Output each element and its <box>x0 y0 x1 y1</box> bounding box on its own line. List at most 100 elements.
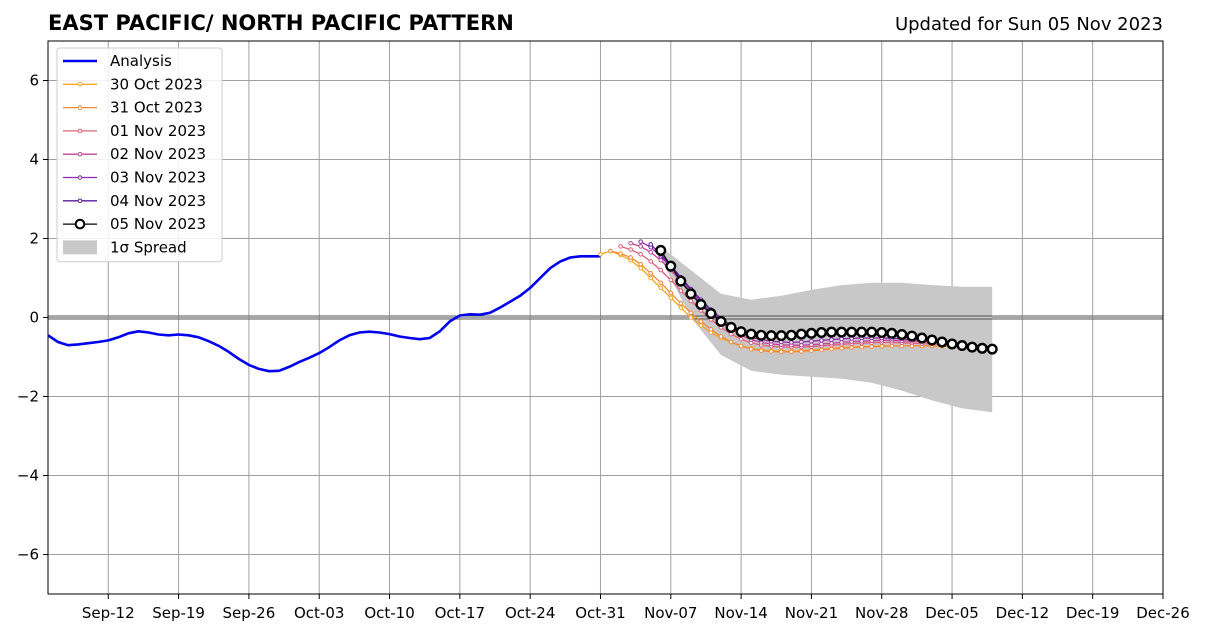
data-point <box>785 329 797 341</box>
data-point <box>815 327 827 339</box>
legend-label: 04 Nov 2023 <box>110 192 206 210</box>
legend-marker <box>77 105 83 110</box>
data-point <box>678 300 684 306</box>
data-point <box>738 336 744 342</box>
data-point <box>986 343 998 355</box>
x-tick-label: Nov-21 <box>785 604 838 622</box>
data-point <box>718 334 724 339</box>
data-point <box>655 244 667 256</box>
data-point <box>738 343 744 349</box>
y-tick-label: −2 <box>17 388 39 406</box>
data-point <box>936 336 948 348</box>
y-tick-label: 4 <box>29 151 39 169</box>
data-point <box>896 328 908 340</box>
series-layer <box>47 239 998 373</box>
x-tick-label: Oct-17 <box>435 604 485 622</box>
data-point <box>658 257 664 263</box>
data-point <box>799 339 804 345</box>
legend-swatch <box>63 240 97 255</box>
data-point <box>708 327 714 332</box>
data-point <box>906 330 918 342</box>
data-point <box>675 275 687 287</box>
data-point <box>819 338 824 343</box>
data-point <box>755 329 767 341</box>
data-point <box>698 323 704 328</box>
data-point <box>879 344 885 349</box>
x-tick-label: Oct-10 <box>364 604 414 622</box>
data-point <box>778 349 784 355</box>
data-point <box>926 334 938 346</box>
data-point <box>748 346 754 352</box>
x-tick-label: Oct-24 <box>505 604 555 622</box>
x-tick-label: Nov-28 <box>855 604 908 622</box>
legend-label: 02 Nov 2023 <box>110 145 206 163</box>
data-point <box>658 285 664 291</box>
data-point <box>648 270 654 276</box>
data-point <box>846 326 858 338</box>
data-point <box>809 348 814 353</box>
spread-band <box>660 246 993 413</box>
legend-marker <box>74 218 86 230</box>
data-point <box>745 328 757 340</box>
legend-marker <box>77 198 83 204</box>
data-point <box>638 244 643 249</box>
legend-label: Analysis <box>110 52 172 70</box>
data-point <box>608 248 613 254</box>
data-point <box>966 341 978 353</box>
y-tick-label: 6 <box>29 72 39 90</box>
data-point <box>628 255 633 260</box>
data-point <box>725 321 737 333</box>
data-point <box>598 252 603 257</box>
data-point <box>758 348 764 353</box>
series-forecast-7 <box>655 244 998 355</box>
x-tick-label: Nov-14 <box>714 604 767 622</box>
series-line <box>47 254 601 373</box>
data-point <box>658 280 664 286</box>
data-point <box>839 346 844 351</box>
x-tick-label: Oct-31 <box>575 604 625 622</box>
zero-line-layer <box>48 315 1163 320</box>
data-point <box>768 349 774 354</box>
legend-marker <box>77 175 83 180</box>
data-point <box>735 326 747 338</box>
data-point <box>826 326 838 338</box>
legend-marker <box>77 151 83 157</box>
data-point <box>705 308 717 320</box>
data-point <box>648 242 654 247</box>
x-tick-label: Dec-12 <box>996 604 1050 622</box>
data-point <box>866 326 878 338</box>
data-point <box>805 327 817 339</box>
y-tick-label: −4 <box>17 467 39 485</box>
x-tick-label: Dec-05 <box>925 604 979 622</box>
data-point <box>849 345 854 350</box>
data-point <box>799 349 804 354</box>
data-point <box>789 349 794 355</box>
data-point <box>638 265 643 271</box>
x-tick-label: Sep-26 <box>223 604 276 622</box>
legend-label: 31 Oct 2023 <box>110 99 203 117</box>
data-point <box>638 239 643 244</box>
legend-box <box>56 47 223 263</box>
data-point <box>836 326 848 338</box>
legend-marker <box>77 82 83 87</box>
data-point <box>658 267 664 273</box>
data-point <box>946 338 958 350</box>
legend-label: 03 Nov 2023 <box>110 169 206 187</box>
data-point <box>668 277 674 283</box>
data-point <box>789 340 794 345</box>
x-tick-label: Nov-07 <box>644 604 697 622</box>
chart-title: EAST PACIFIC/ NORTH PACIFIC PATTERN <box>48 11 514 35</box>
chart-subtitle: Updated for Sun 05 Nov 2023 <box>895 14 1163 35</box>
data-point <box>638 252 643 257</box>
data-point <box>648 259 654 264</box>
data-point <box>648 250 654 255</box>
data-point <box>678 305 684 310</box>
data-point <box>715 315 727 327</box>
data-point <box>775 330 787 342</box>
data-point <box>668 290 674 296</box>
data-point <box>648 275 654 281</box>
data-point <box>685 288 697 300</box>
data-point <box>688 310 694 316</box>
series-analysis <box>47 254 601 373</box>
